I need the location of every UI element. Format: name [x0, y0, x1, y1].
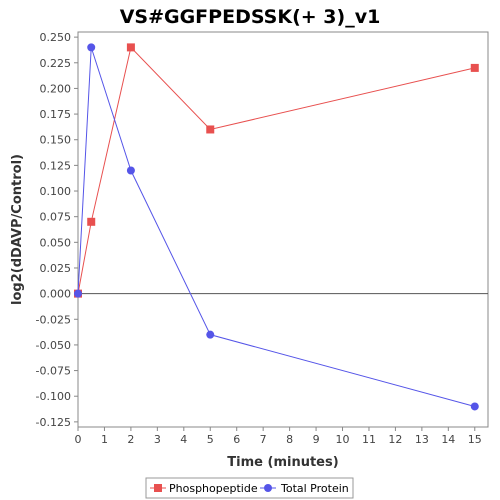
x-tick-label: 4 — [180, 433, 187, 446]
y-tick-label: -0.100 — [36, 390, 71, 403]
y-tick-label: -0.050 — [36, 339, 71, 352]
x-tick-label: 9 — [313, 433, 320, 446]
total-protein-point — [87, 43, 96, 52]
x-tick-label: 5 — [207, 433, 214, 446]
x-tick-label: 11 — [362, 433, 376, 446]
legend-phosphopeptide-label: Phosphopeptide — [169, 482, 258, 495]
y-tick-label: 0.225 — [40, 57, 72, 70]
phosphopeptide-point — [87, 217, 96, 226]
y-tick-label: 0.075 — [40, 211, 72, 224]
phosphopeptide-point — [206, 125, 215, 134]
x-axis-ticks: 0 1 2 3 4 5 6 7 8 9 10 11 12 13 14 15 — [75, 427, 482, 446]
y-tick-label: -0.125 — [36, 416, 71, 429]
y-tick-label: -0.025 — [36, 313, 71, 326]
y-tick-label: 0.100 — [40, 185, 72, 198]
x-tick-label: 6 — [233, 433, 240, 446]
legend-phosphopeptide-marker — [154, 484, 162, 492]
chart-title: VS#GGFPEDSSK(+ 3)_v1 — [120, 6, 381, 28]
y-tick-label: 0.175 — [40, 108, 72, 121]
y-tick-label: 0.050 — [40, 236, 72, 249]
x-tick-label: 15 — [468, 433, 482, 446]
y-tick-label: 0.000 — [40, 288, 72, 301]
legend-total-protein-marker — [264, 484, 272, 492]
total-protein-point — [206, 330, 215, 339]
legend-total-protein-label: Total Protein — [280, 482, 349, 495]
y-tick-label: 0.150 — [40, 134, 72, 147]
y-axis-label: log2(dDAVP/Control) — [10, 154, 25, 305]
total-protein-point — [74, 289, 82, 298]
plot-area-frame — [77, 31, 489, 428]
y-tick-label: 0.250 — [40, 31, 72, 44]
y-tick-label: -0.075 — [36, 365, 71, 378]
x-tick-label: 3 — [154, 433, 161, 446]
x-tick-label: 12 — [388, 433, 402, 446]
x-axis-label: Time (minutes) — [227, 455, 338, 470]
total-protein-point — [470, 402, 479, 411]
y-tick-label: 0.025 — [40, 262, 72, 275]
y-tick-label: 0.125 — [40, 159, 72, 172]
x-tick-label: 13 — [415, 433, 429, 446]
total-protein-point — [126, 166, 135, 175]
x-tick-label: 2 — [127, 433, 134, 446]
legend: Phosphopeptide Total Protein — [145, 477, 354, 499]
y-tick-label: 0.200 — [40, 82, 72, 95]
x-tick-label: 0 — [75, 433, 82, 446]
x-tick-label: 10 — [336, 433, 350, 446]
x-tick-label: 8 — [286, 433, 293, 446]
series-group — [74, 43, 479, 411]
x-tick-label: 1 — [101, 433, 108, 446]
phosphopeptide-point — [126, 43, 135, 52]
legend-frame — [145, 477, 354, 499]
x-tick-label: 7 — [260, 433, 267, 446]
x-tick-label: 14 — [441, 433, 455, 446]
y-axis-ticks: -0.125 -0.100 -0.075 -0.050 -0.025 0.000 0.025… — [36, 31, 78, 429]
phosphopeptide-point — [470, 63, 479, 72]
